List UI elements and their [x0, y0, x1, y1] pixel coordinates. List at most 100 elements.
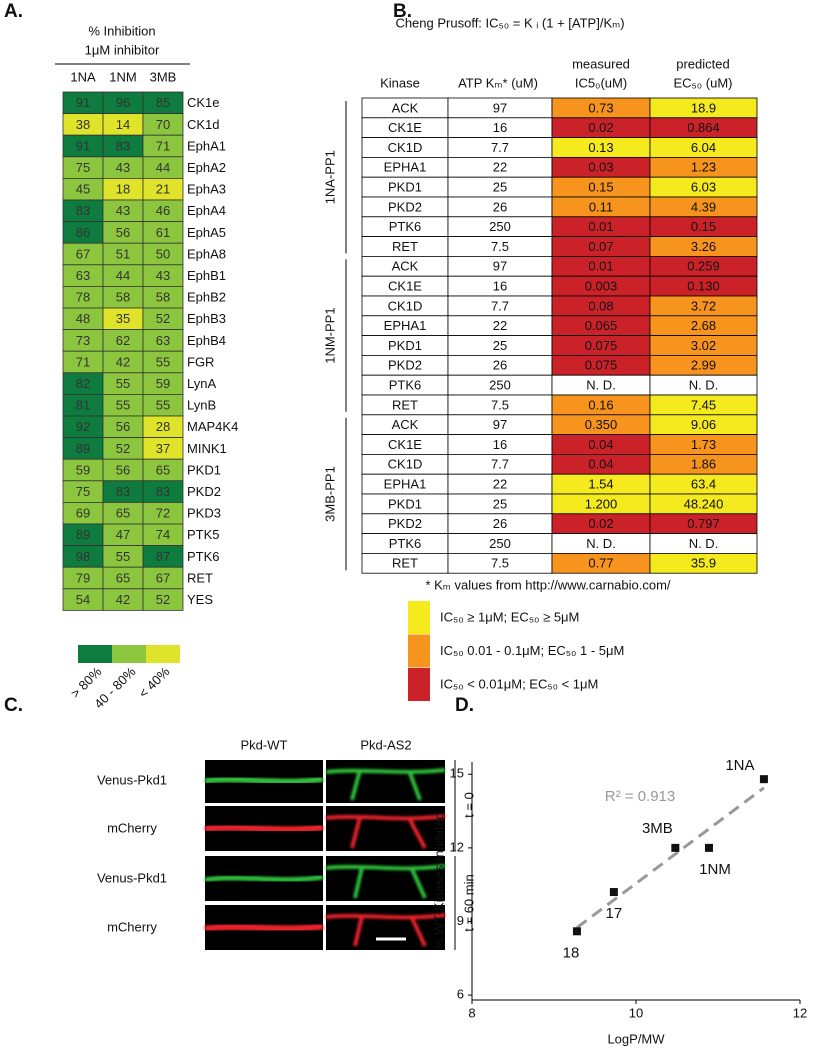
cell-text: RET — [392, 397, 418, 412]
cell-value: 83 — [76, 203, 90, 218]
legend-swatch — [408, 601, 430, 634]
cell-text: 25 — [493, 496, 507, 511]
cell-text: 7.5 — [491, 397, 509, 412]
panel-label: B. — [393, 1, 412, 22]
legend-swatch — [78, 645, 112, 663]
cell-value: 67 — [76, 246, 90, 261]
kinase-label: EphB3 — [187, 311, 226, 326]
y-tick-label: 9 — [457, 913, 464, 928]
cell-value: 42 — [116, 354, 130, 369]
cell-text: CK1E — [388, 279, 422, 294]
legend-label: < 40% — [136, 664, 173, 701]
cell-text: 0.04 — [588, 437, 613, 452]
cell-text: EPHA1 — [384, 477, 427, 492]
column-header: IC5₀(uM) — [575, 75, 627, 90]
kinase-label: MAP4K4 — [187, 419, 238, 434]
dendrite — [204, 874, 324, 883]
point — [671, 843, 680, 852]
cell-text: 7.7 — [491, 298, 509, 313]
cell-value: 54 — [76, 592, 90, 607]
cell-value: 73 — [76, 333, 90, 348]
cell-text: 16 — [493, 120, 507, 135]
cell-value: 71 — [156, 138, 170, 153]
cell-text: 1.23 — [691, 160, 716, 175]
kinase-label: RET — [187, 570, 213, 585]
cell-text: 16 — [493, 279, 507, 294]
cell-text: PKD1 — [388, 338, 422, 353]
cell-text: 97 — [493, 417, 507, 432]
cell-text: ACK — [392, 417, 419, 432]
cell-value: 83 — [116, 138, 130, 153]
cell-text: N. D. — [689, 536, 719, 551]
cell-value: 65 — [116, 570, 130, 585]
cell-value: 59 — [156, 376, 170, 391]
cell-value: 81 — [76, 398, 90, 413]
cell-text: 0.02 — [588, 120, 613, 135]
cell-value: 55 — [116, 549, 130, 564]
dendrite — [325, 814, 446, 849]
cell-text: PKD1 — [388, 180, 422, 195]
cell-value: 58 — [116, 290, 130, 305]
column-header: measured — [572, 56, 630, 71]
y-axis-label: % WT-Kinases Inhibited — [431, 812, 446, 950]
cell-text: 250 — [489, 536, 511, 551]
cell-value: 89 — [76, 441, 90, 456]
cell-value: 18 — [116, 182, 130, 197]
cell-value: 52 — [156, 592, 170, 607]
legend-swatch — [112, 645, 146, 663]
cell-text: 0.02 — [588, 516, 613, 531]
cell-text: 0.16 — [588, 397, 613, 412]
cell-text: N. D. — [689, 378, 719, 393]
point-label: 17 — [606, 905, 623, 922]
cell-text: 4.39 — [691, 199, 716, 214]
cell-text: 0.11 — [589, 199, 613, 214]
column-header: ATP Kₘ* (uM) — [458, 75, 538, 90]
cell-text: 0.259 — [687, 259, 720, 274]
column-header: Kinase — [380, 75, 420, 90]
point — [609, 888, 618, 897]
cell-text: PKD2 — [388, 516, 422, 531]
cell-text: ACK — [392, 259, 419, 274]
cell-value: 59 — [76, 462, 90, 477]
cell-text: PTK6 — [389, 536, 422, 551]
cell-text: RET — [392, 556, 418, 571]
heatmap-title: 1μM inhibitor — [85, 42, 160, 57]
point-label: 1NM — [699, 861, 731, 878]
cell-text: 22 — [493, 477, 507, 492]
cell-text: CK1D — [388, 298, 423, 313]
y-tick-label: 15 — [450, 766, 464, 781]
point-label: 1NA — [725, 757, 754, 774]
cell-text: 16 — [493, 437, 507, 452]
cell-text: 3.02 — [691, 338, 716, 353]
micrographs — [204, 760, 456, 950]
cell-text: 0.15 — [588, 180, 613, 195]
cell-text: 0.075 — [585, 358, 618, 373]
cell-text: 3.72 — [691, 298, 716, 313]
cell-text: 6.03 — [691, 180, 716, 195]
point-label: 18 — [563, 944, 580, 961]
cell-value: 55 — [156, 398, 170, 413]
y-tick-label: 12 — [450, 839, 464, 854]
cell-value: 75 — [76, 484, 90, 499]
legend-swatch — [408, 634, 430, 668]
image — [326, 905, 445, 950]
cell-text: N. D. — [586, 378, 616, 393]
kinase-label: LynA — [187, 376, 216, 391]
legend-label: IC₅₀ ≥ 1μM; EC₅₀ ≥ 5μM — [440, 609, 579, 624]
cell-value: 52 — [156, 311, 170, 326]
cell-value: 37 — [156, 441, 170, 456]
cell-value: 42 — [116, 592, 130, 607]
legend-swatch — [408, 668, 430, 701]
cell-value: 79 — [76, 570, 90, 585]
cell-value: 21 — [156, 182, 170, 197]
cell-text: 25 — [493, 180, 507, 195]
cell-value: 65 — [156, 462, 170, 477]
panel-label: D. — [455, 695, 474, 716]
time-label: t = 0 — [461, 792, 476, 818]
cell-text: 0.73 — [588, 100, 613, 115]
cell-value: 55 — [156, 354, 170, 369]
panel-label: A. — [4, 1, 23, 22]
kinase-label: YES — [187, 592, 213, 607]
cell-value: 86 — [76, 225, 90, 240]
